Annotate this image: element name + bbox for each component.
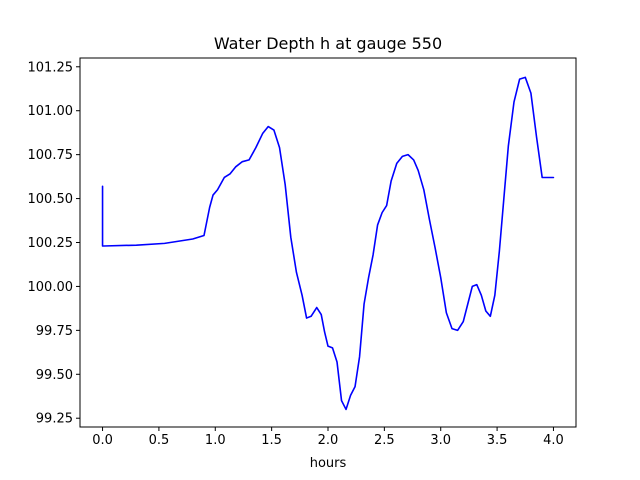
x-tick-label: 3.5 — [487, 433, 508, 448]
y-tick-label: 99.25 — [36, 412, 73, 427]
y-axis-ticks: 99.25 99.50 99.75 100.00 100.25 100.50 100.75 1… — [28, 60, 80, 427]
x-tick-label: 0.0 — [92, 433, 113, 448]
x-tick-label: 2.5 — [374, 433, 395, 448]
x-tick-label: 1.0 — [205, 433, 226, 448]
x-tick-label: 4.0 — [543, 433, 564, 448]
y-tick-label: 100.75 — [28, 148, 74, 163]
x-tick-label: 1.5 — [261, 433, 282, 448]
y-tick-label: 100.00 — [28, 280, 74, 295]
y-tick-label: 99.50 — [36, 368, 73, 383]
x-tick-label: 0.5 — [149, 433, 170, 448]
y-tick-label: 100.25 — [28, 236, 74, 251]
x-axis-ticks: 0.0 0.5 1.0 1.5 2.0 2.5 3.0 3.5 4.0 — [92, 427, 564, 448]
series-line-0 — [101, 76, 555, 411]
y-tick-label: 99.75 — [36, 324, 73, 339]
x-axis-label: hours — [310, 456, 347, 471]
x-tick-label: 2.0 — [318, 433, 339, 448]
y-tick-label: 100.50 — [28, 192, 74, 207]
chart-title: Water Depth h at gauge 550 — [214, 34, 442, 53]
y-tick-label: 101.00 — [28, 104, 74, 119]
x-tick-label: 3.0 — [430, 433, 451, 448]
y-tick-label: 101.25 — [28, 60, 74, 75]
